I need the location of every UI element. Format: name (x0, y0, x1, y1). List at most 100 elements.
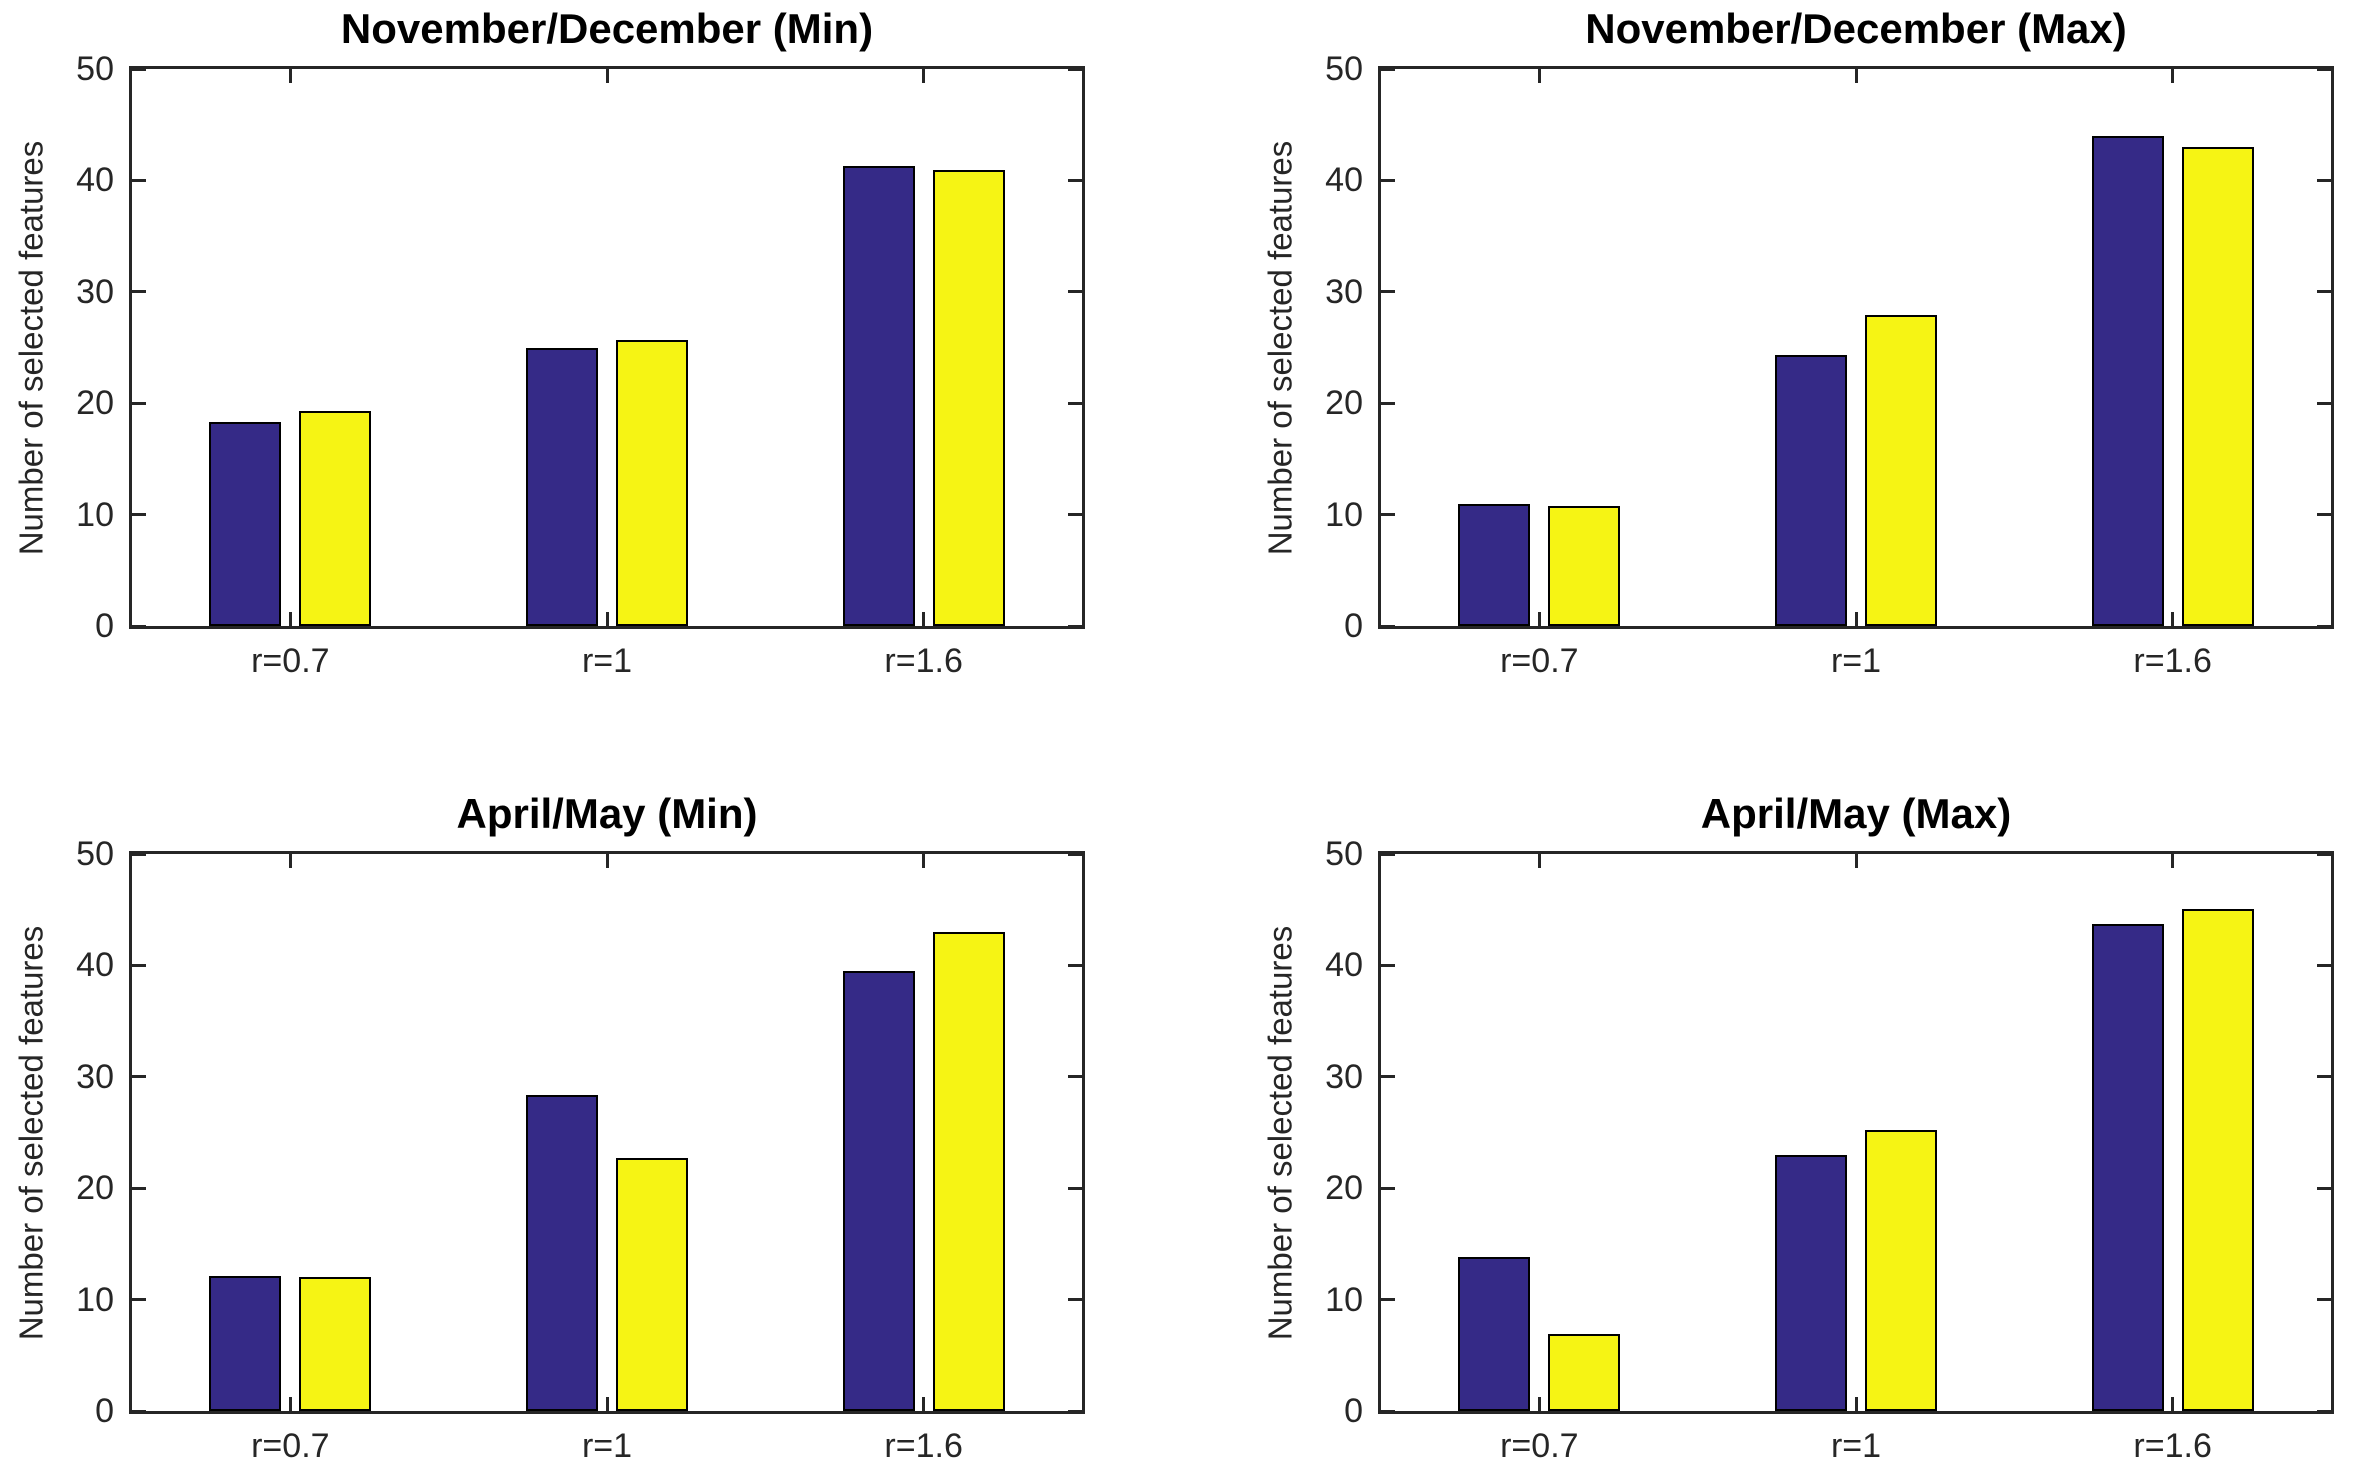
y-tick-mark (1068, 67, 1082, 71)
x-tick-mark (288, 854, 292, 868)
subplot-november-december-max: November/December (Max) Number of select… (1262, 5, 2334, 678)
y-tick-mark (132, 624, 146, 628)
x-tick-label: r=1.6 (884, 1427, 963, 1465)
x-tick-mark (922, 69, 926, 83)
bar-blue-r=1 (1775, 355, 1847, 626)
y-tick-label: 20 (1325, 1169, 1363, 1208)
y-tick-label: 30 (1325, 272, 1363, 311)
bar-yellow-r=1.6 (933, 932, 1005, 1411)
y-tick-mark (132, 963, 146, 967)
y-tick-label: 10 (1325, 1280, 1363, 1319)
y-tick-label: 20 (1325, 384, 1363, 423)
y-tick-label: 40 (76, 161, 114, 200)
y-tick-label: 0 (1344, 1392, 1363, 1430)
y-tick-label: 10 (76, 495, 114, 534)
bar-blue-r=0.7 (1458, 1257, 1530, 1411)
x-tick-label: r=1.6 (2133, 1427, 2212, 1465)
x-tick-mark (1854, 1397, 1858, 1411)
y-tick-mark (2317, 852, 2331, 856)
y-tick-label: 40 (76, 946, 114, 985)
y-tick-mark (132, 290, 146, 294)
x-tick-mark (2171, 69, 2175, 83)
y-tick-mark (1381, 178, 1395, 182)
x-tick-mark (288, 612, 292, 626)
x-tick-mark (1537, 1397, 1541, 1411)
bar-blue-r=1 (526, 1094, 598, 1411)
bar-blue-r=1 (1775, 1154, 1847, 1411)
x-tick-mark (605, 69, 609, 83)
bar-blue-r=1 (526, 347, 598, 626)
y-tick-label: 20 (76, 1169, 114, 1208)
y-tick-mark (1068, 178, 1082, 182)
chart-title: November/December (Min) (340, 5, 874, 52)
y-tick-mark (132, 1298, 146, 1302)
y-tick-mark (1381, 1186, 1395, 1190)
x-tick-label: r=0.7 (1500, 1427, 1579, 1465)
x-tick-mark (288, 1397, 292, 1411)
y-tick-label: 50 (1325, 835, 1363, 873)
y-tick-label: 30 (1325, 1057, 1363, 1096)
y-tick-label: 0 (1344, 607, 1363, 645)
y-axis-label: Number of selected features (1262, 140, 1299, 555)
bar-yellow-r=0.7 (1548, 1334, 1620, 1411)
bar-blue-r=1.6 (843, 165, 915, 626)
bar-blue-r=0.7 (209, 1276, 281, 1411)
x-tick-mark (605, 854, 609, 868)
x-tick-mark (922, 612, 926, 626)
x-tick-mark (922, 1397, 926, 1411)
y-tick-mark (2317, 1186, 2331, 1190)
y-tick-mark (1068, 963, 1082, 967)
x-tick-label: r=0.7 (251, 1427, 330, 1465)
y-tick-label: 30 (76, 1057, 114, 1096)
y-tick-mark (1068, 401, 1082, 405)
y-tick-mark (2317, 67, 2331, 71)
y-tick-mark (132, 1186, 146, 1190)
x-tick-mark (1854, 612, 1858, 626)
y-tick-mark (2317, 963, 2331, 967)
y-tick-label: 30 (76, 272, 114, 311)
x-tick-label: r=1 (581, 1427, 633, 1465)
x-tick-mark (2171, 612, 2175, 626)
y-tick-mark (1381, 963, 1395, 967)
y-axis-label: Number of selected features (13, 140, 50, 555)
y-tick-mark (1381, 1298, 1395, 1302)
x-tick-mark (1537, 612, 1541, 626)
y-tick-mark (1381, 624, 1395, 628)
y-tick-label: 40 (1325, 161, 1363, 200)
x-tick-label: r=1.6 (2133, 642, 2212, 680)
bar-blue-r=0.7 (1458, 503, 1530, 626)
x-tick-label: r=0.7 (1500, 642, 1579, 680)
y-tick-mark (2317, 178, 2331, 182)
x-tick-mark (288, 69, 292, 83)
y-tick-label: 10 (76, 1280, 114, 1319)
y-tick-mark (132, 67, 146, 71)
x-tick-label: r=1.6 (884, 642, 963, 680)
y-tick-mark (2317, 513, 2331, 517)
y-tick-mark (1381, 852, 1395, 856)
bar-yellow-r=0.7 (1548, 505, 1620, 626)
bar-yellow-r=1.6 (2182, 908, 2254, 1411)
y-tick-mark (1381, 1409, 1395, 1413)
y-tick-mark (1068, 624, 1082, 628)
y-tick-label: 0 (95, 1392, 114, 1430)
y-tick-mark (1068, 513, 1082, 517)
y-tick-mark (1068, 1186, 1082, 1190)
x-tick-label: r=0.7 (251, 642, 330, 680)
y-tick-mark (1068, 290, 1082, 294)
bar-blue-r=0.7 (209, 422, 281, 626)
y-tick-mark (2317, 624, 2331, 628)
y-tick-mark (132, 401, 146, 405)
chart-title: November/December (Max) (1585, 5, 2127, 52)
y-tick-mark (2317, 401, 2331, 405)
y-tick-mark (1381, 1075, 1395, 1079)
x-tick-mark (922, 854, 926, 868)
bar-yellow-r=1 (1865, 1130, 1937, 1411)
y-tick-mark (2317, 1075, 2331, 1079)
chart-title: April/May (Max) (1700, 790, 2012, 837)
y-tick-mark (132, 513, 146, 517)
y-axis-label: Number of selected features (13, 925, 50, 1340)
x-tick-mark (605, 1397, 609, 1411)
y-axis-label: Number of selected features (1262, 925, 1299, 1340)
subplot-april-may-min: April/May (Min) Number of selected featu… (13, 790, 1085, 1463)
